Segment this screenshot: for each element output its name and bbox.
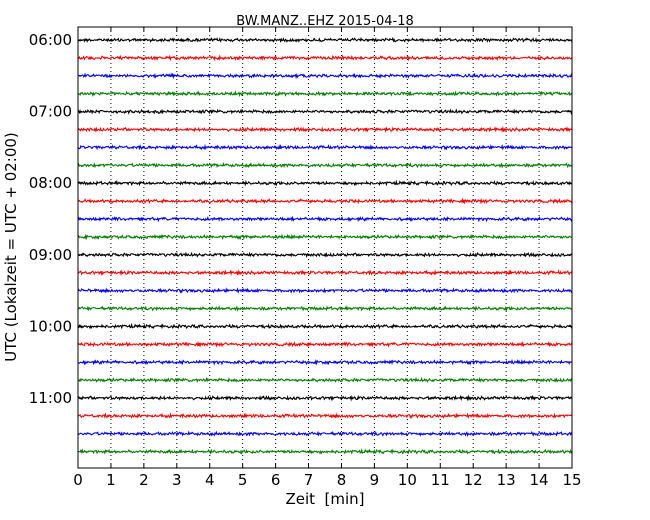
x-tick-label: 3 — [172, 471, 182, 489]
x-tick-label: 0 — [73, 471, 83, 489]
trace-1100 — [77, 394, 573, 402]
trace-0900 — [77, 251, 573, 259]
x-tick-label: 5 — [238, 471, 248, 489]
x-tick-label: 2 — [139, 471, 149, 489]
y-tick-label: 09:00 — [29, 246, 72, 264]
x-tick-label: 14 — [530, 471, 549, 489]
trace-0845 — [77, 233, 573, 241]
plot-frame — [77, 26, 573, 469]
trace-0815 — [77, 197, 573, 205]
trace-1115 — [77, 412, 573, 420]
trace-0730 — [77, 143, 573, 151]
y-axis-label: UTC (Lokalzeit = UTC + 02:00) — [2, 132, 20, 362]
y-tick-label: 07:00 — [29, 103, 72, 121]
trace-0715 — [77, 125, 573, 134]
x-tick-label: 7 — [304, 471, 314, 489]
trace-0615 — [77, 54, 573, 62]
x-tick-label: 12 — [464, 471, 483, 489]
trace-1030 — [77, 358, 573, 366]
trace-0800 — [77, 179, 573, 187]
trace-0600 — [77, 36, 573, 43]
x-tick-label: 10 — [398, 471, 417, 489]
y-tick-label: 10:00 — [29, 317, 72, 335]
x-tick-label: 15 — [562, 471, 581, 489]
x-tick-label: 9 — [370, 471, 380, 489]
plot-area — [77, 27, 573, 468]
y-tick-label: 06:00 — [29, 31, 72, 49]
x-tick-label: 8 — [337, 471, 347, 489]
trace-0700 — [77, 108, 573, 115]
trace-1130 — [77, 430, 573, 438]
trace-0915 — [77, 269, 573, 277]
x-tick-label: 1 — [106, 471, 116, 489]
trace-0945 — [77, 305, 573, 312]
trace-0830 — [77, 215, 573, 223]
trace-1045 — [77, 376, 573, 384]
trace-1015 — [77, 340, 573, 348]
y-axis: 06:00 07:00 08:00 09:00 10:00 11:00 — [29, 31, 572, 407]
chart-title: BW.MANZ..EHZ 2015-04-18 — [236, 14, 414, 29]
x-tick-label: 11 — [431, 471, 450, 489]
x-tick-label: 6 — [271, 471, 281, 489]
x-tick-label: 4 — [205, 471, 215, 489]
y-tick-label: 11:00 — [29, 389, 72, 407]
trace-0630 — [77, 72, 573, 80]
trace-0930 — [77, 287, 573, 294]
x-tick-label: 13 — [497, 471, 516, 489]
trace-1145 — [77, 448, 573, 456]
x-axis-label: Zeit [min] — [285, 490, 364, 508]
trace-0645 — [77, 90, 573, 98]
x-axis: 0 1 2 3 4 5 6 7 8 9 10 11 12 13 14 15 — [73, 27, 582, 489]
trace-1000 — [77, 322, 573, 330]
trace-0745 — [77, 162, 573, 169]
y-tick-label: 08:00 — [29, 174, 72, 192]
